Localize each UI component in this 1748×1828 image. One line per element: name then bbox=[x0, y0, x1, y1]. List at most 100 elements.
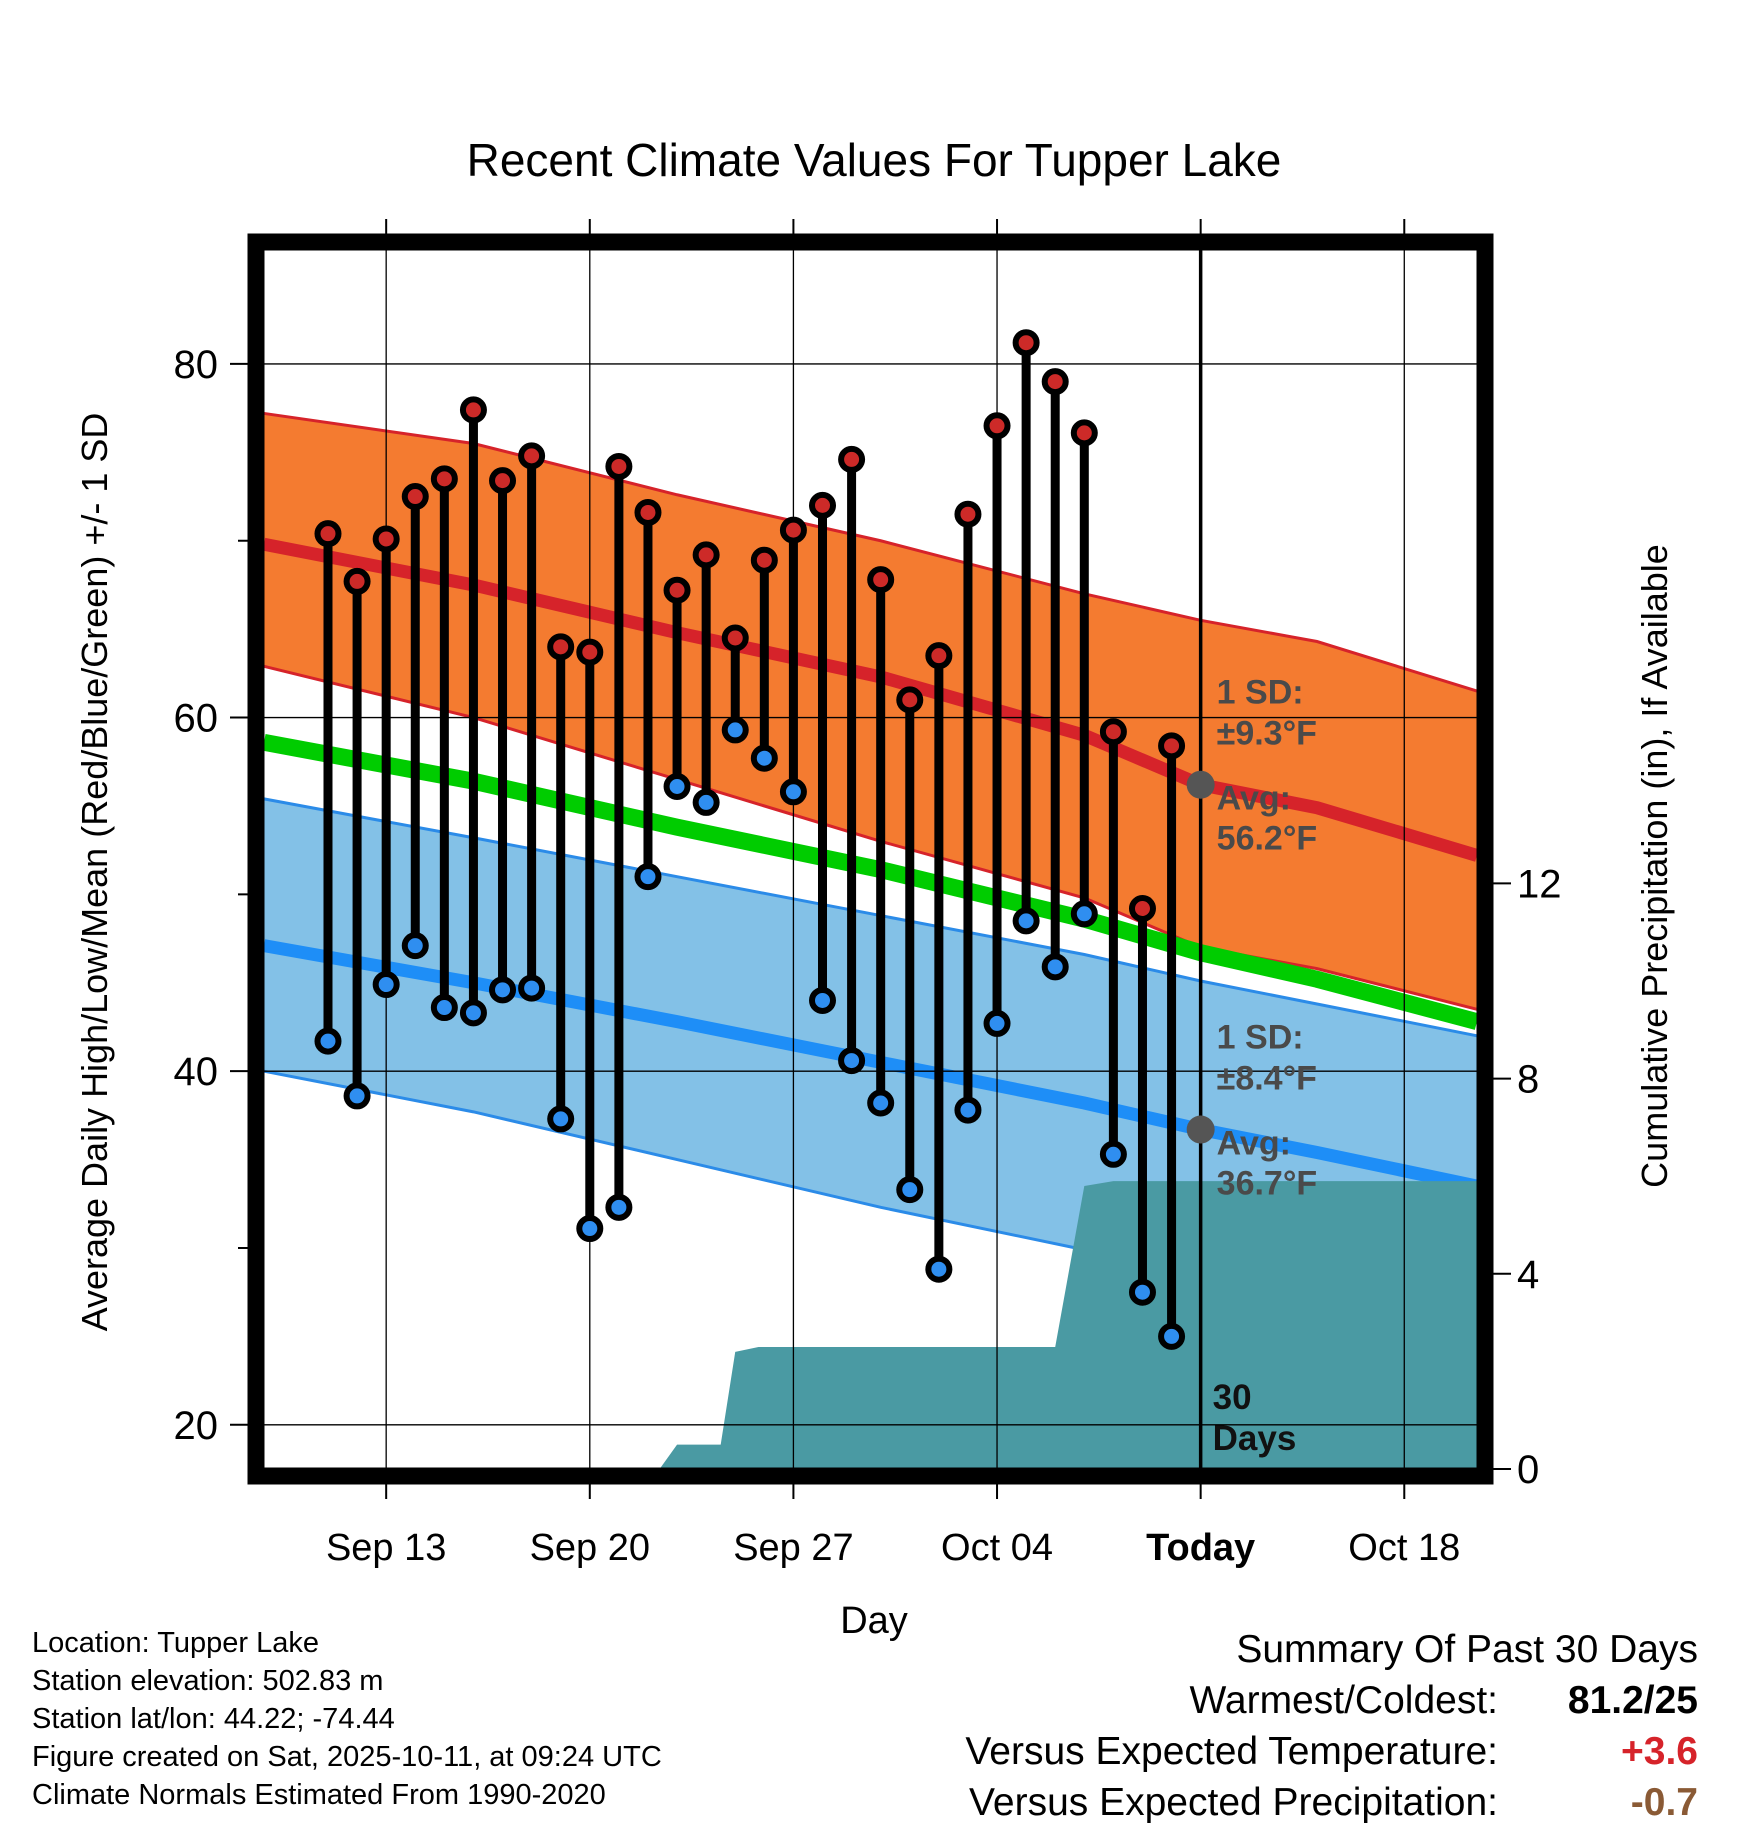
daily-low-point-8 bbox=[547, 1105, 575, 1133]
low-band-upper-edge bbox=[263, 797, 1478, 1038]
summary-row-precipitation: Versus Expected Precipitation: -0.7 bbox=[965, 1777, 1698, 1828]
y2-tick-label-2: 8 bbox=[1517, 1058, 1539, 1102]
daily-low-point-6 bbox=[489, 976, 517, 1004]
station-info: Location: Tupper Lake Station elevation:… bbox=[32, 1624, 662, 1814]
daily-low-point-22 bbox=[954, 1096, 982, 1124]
y2-axis-label: Cumulative Precipitation (in), If Availa… bbox=[1634, 544, 1675, 1188]
daily-low-point-27 bbox=[1099, 1140, 1127, 1168]
low-avg-value: 36.7°F bbox=[1217, 1165, 1318, 1203]
daily-high-point-0 bbox=[314, 520, 342, 548]
daily-low-point-20 bbox=[896, 1176, 924, 1204]
y-tick-label-1: 40 bbox=[174, 1050, 219, 1094]
daily-low-point-23 bbox=[983, 1009, 1011, 1037]
daily-low-point-14 bbox=[721, 716, 749, 744]
daily-low-point-2 bbox=[372, 971, 400, 999]
daily-high-point-18 bbox=[838, 445, 866, 473]
x-axis-label: Day bbox=[840, 1600, 908, 1642]
daily-low-point-15 bbox=[750, 744, 778, 772]
high-band-upper-edge bbox=[263, 411, 1478, 693]
daily-high-point-29 bbox=[1158, 732, 1186, 760]
high-normal-line bbox=[262, 537, 1479, 862]
daily-high-point-1 bbox=[343, 567, 371, 595]
high-sd-label: 1 SD: bbox=[1217, 674, 1304, 712]
low-sd-label: 1 SD: bbox=[1217, 1019, 1304, 1057]
daily-high-point-11 bbox=[634, 498, 662, 526]
daily-high-point-26 bbox=[1070, 419, 1098, 447]
created-text: Figure created on Sat, 2025-10-11, at 09… bbox=[32, 1741, 662, 1773]
chart-title: Recent Climate Values For Tupper Lake bbox=[467, 134, 1282, 186]
y2-tick-label-3: 12 bbox=[1517, 862, 1562, 906]
y2-tick-label-0: 0 bbox=[1517, 1448, 1539, 1492]
daily-low-point-12 bbox=[663, 773, 691, 801]
daily-low-point-21 bbox=[925, 1255, 953, 1283]
y-axis-label: Average Daily High/Low/Mean (Red/Blue/Gr… bbox=[74, 413, 115, 1332]
daily-low-point-17 bbox=[809, 986, 837, 1014]
precipitation-label: Versus Expected Precipitation: bbox=[969, 1781, 1498, 1824]
daily-high-point-7 bbox=[518, 442, 546, 470]
daily-high-point-16 bbox=[779, 516, 807, 544]
warmest-value: 81.2/25 bbox=[1567, 1679, 1698, 1722]
daily-high-point-2 bbox=[372, 525, 400, 553]
daily-low-point-5 bbox=[459, 999, 487, 1027]
daily-low-point-13 bbox=[692, 788, 720, 816]
temperature-label: Versus Expected Temperature: bbox=[965, 1730, 1498, 1773]
daily-high-point-24 bbox=[1012, 329, 1040, 357]
location-text: Location: Tupper Lake bbox=[32, 1627, 319, 1659]
x-tick-label-4: Today bbox=[1146, 1527, 1255, 1569]
elevation-text: Station elevation: 502.83 m bbox=[32, 1665, 384, 1697]
daily-high-point-12 bbox=[663, 576, 691, 604]
y-tick-label-2: 60 bbox=[174, 697, 219, 741]
high-sd-value: ±9.3°F bbox=[1217, 715, 1317, 753]
warmest-label: Warmest/Coldest: bbox=[1189, 1679, 1498, 1722]
temperature-value: +3.6 bbox=[1621, 1730, 1698, 1773]
daily-low-point-4 bbox=[430, 994, 458, 1022]
summary-row-temperature: Versus Expected Temperature: +3.6 bbox=[965, 1726, 1698, 1777]
precipitation-area bbox=[659, 1181, 1477, 1469]
today-low-avg-dot bbox=[1186, 1115, 1215, 1144]
daily-high-point-20 bbox=[896, 686, 924, 714]
daily-high-point-28 bbox=[1128, 895, 1156, 923]
y-tick-label-0: 20 bbox=[174, 1404, 219, 1448]
daily-high-point-21 bbox=[925, 642, 953, 670]
daily-high-point-15 bbox=[750, 546, 778, 574]
daily-low-point-26 bbox=[1070, 900, 1098, 928]
daily-low-point-9 bbox=[576, 1215, 604, 1243]
daily-low-point-18 bbox=[838, 1047, 866, 1075]
x-tick-label-3: Oct 04 bbox=[941, 1527, 1053, 1569]
daily-high-point-25 bbox=[1041, 368, 1069, 396]
summary-title: Summary Of Past 30 Days bbox=[1236, 1628, 1698, 1671]
daily-low-point-1 bbox=[343, 1082, 371, 1110]
daily-low-point-16 bbox=[779, 778, 807, 806]
daily-low-point-28 bbox=[1128, 1278, 1156, 1306]
daily-high-point-4 bbox=[430, 465, 458, 493]
plot-frame bbox=[247, 233, 1494, 1485]
daily-low-point-25 bbox=[1041, 953, 1069, 981]
daily-high-point-22 bbox=[954, 500, 982, 528]
daily-high-point-17 bbox=[809, 491, 837, 519]
x-tick-label-1: Sep 20 bbox=[530, 1527, 650, 1569]
x-tick-label-5: Oct 18 bbox=[1348, 1527, 1460, 1569]
daily-high-point-9 bbox=[576, 638, 604, 666]
daily-high-point-3 bbox=[401, 483, 429, 511]
high-band-lower-edge bbox=[263, 664, 1478, 1011]
normals-text: Climate Normals Estimated From 1990-2020 bbox=[32, 1779, 606, 1811]
latlon-text: Station lat/lon: 44.22; -74.44 bbox=[32, 1703, 395, 1735]
high-avg-value: 56.2°F bbox=[1217, 820, 1318, 858]
daily-low-point-24 bbox=[1012, 907, 1040, 935]
high-avg-label: Avg: bbox=[1217, 780, 1291, 818]
daily-high-point-8 bbox=[547, 633, 575, 661]
daily-low-point-29 bbox=[1158, 1322, 1186, 1350]
daily-high-point-13 bbox=[692, 541, 720, 569]
daily-high-point-27 bbox=[1099, 718, 1127, 746]
period-label-number: 30 bbox=[1213, 1378, 1252, 1417]
daily-high-point-5 bbox=[459, 396, 487, 424]
daily-high-point-23 bbox=[983, 412, 1011, 440]
y-tick-label-3: 80 bbox=[174, 343, 219, 387]
mean-normal-line bbox=[262, 733, 1480, 1030]
daily-low-point-19 bbox=[867, 1089, 895, 1117]
daily-low-point-7 bbox=[518, 974, 546, 1002]
summary-panel: Summary Of Past 30 Days Warmest/Coldest:… bbox=[965, 1624, 1698, 1828]
y2-tick-label-1: 4 bbox=[1517, 1253, 1539, 1297]
daily-high-point-10 bbox=[605, 452, 633, 480]
